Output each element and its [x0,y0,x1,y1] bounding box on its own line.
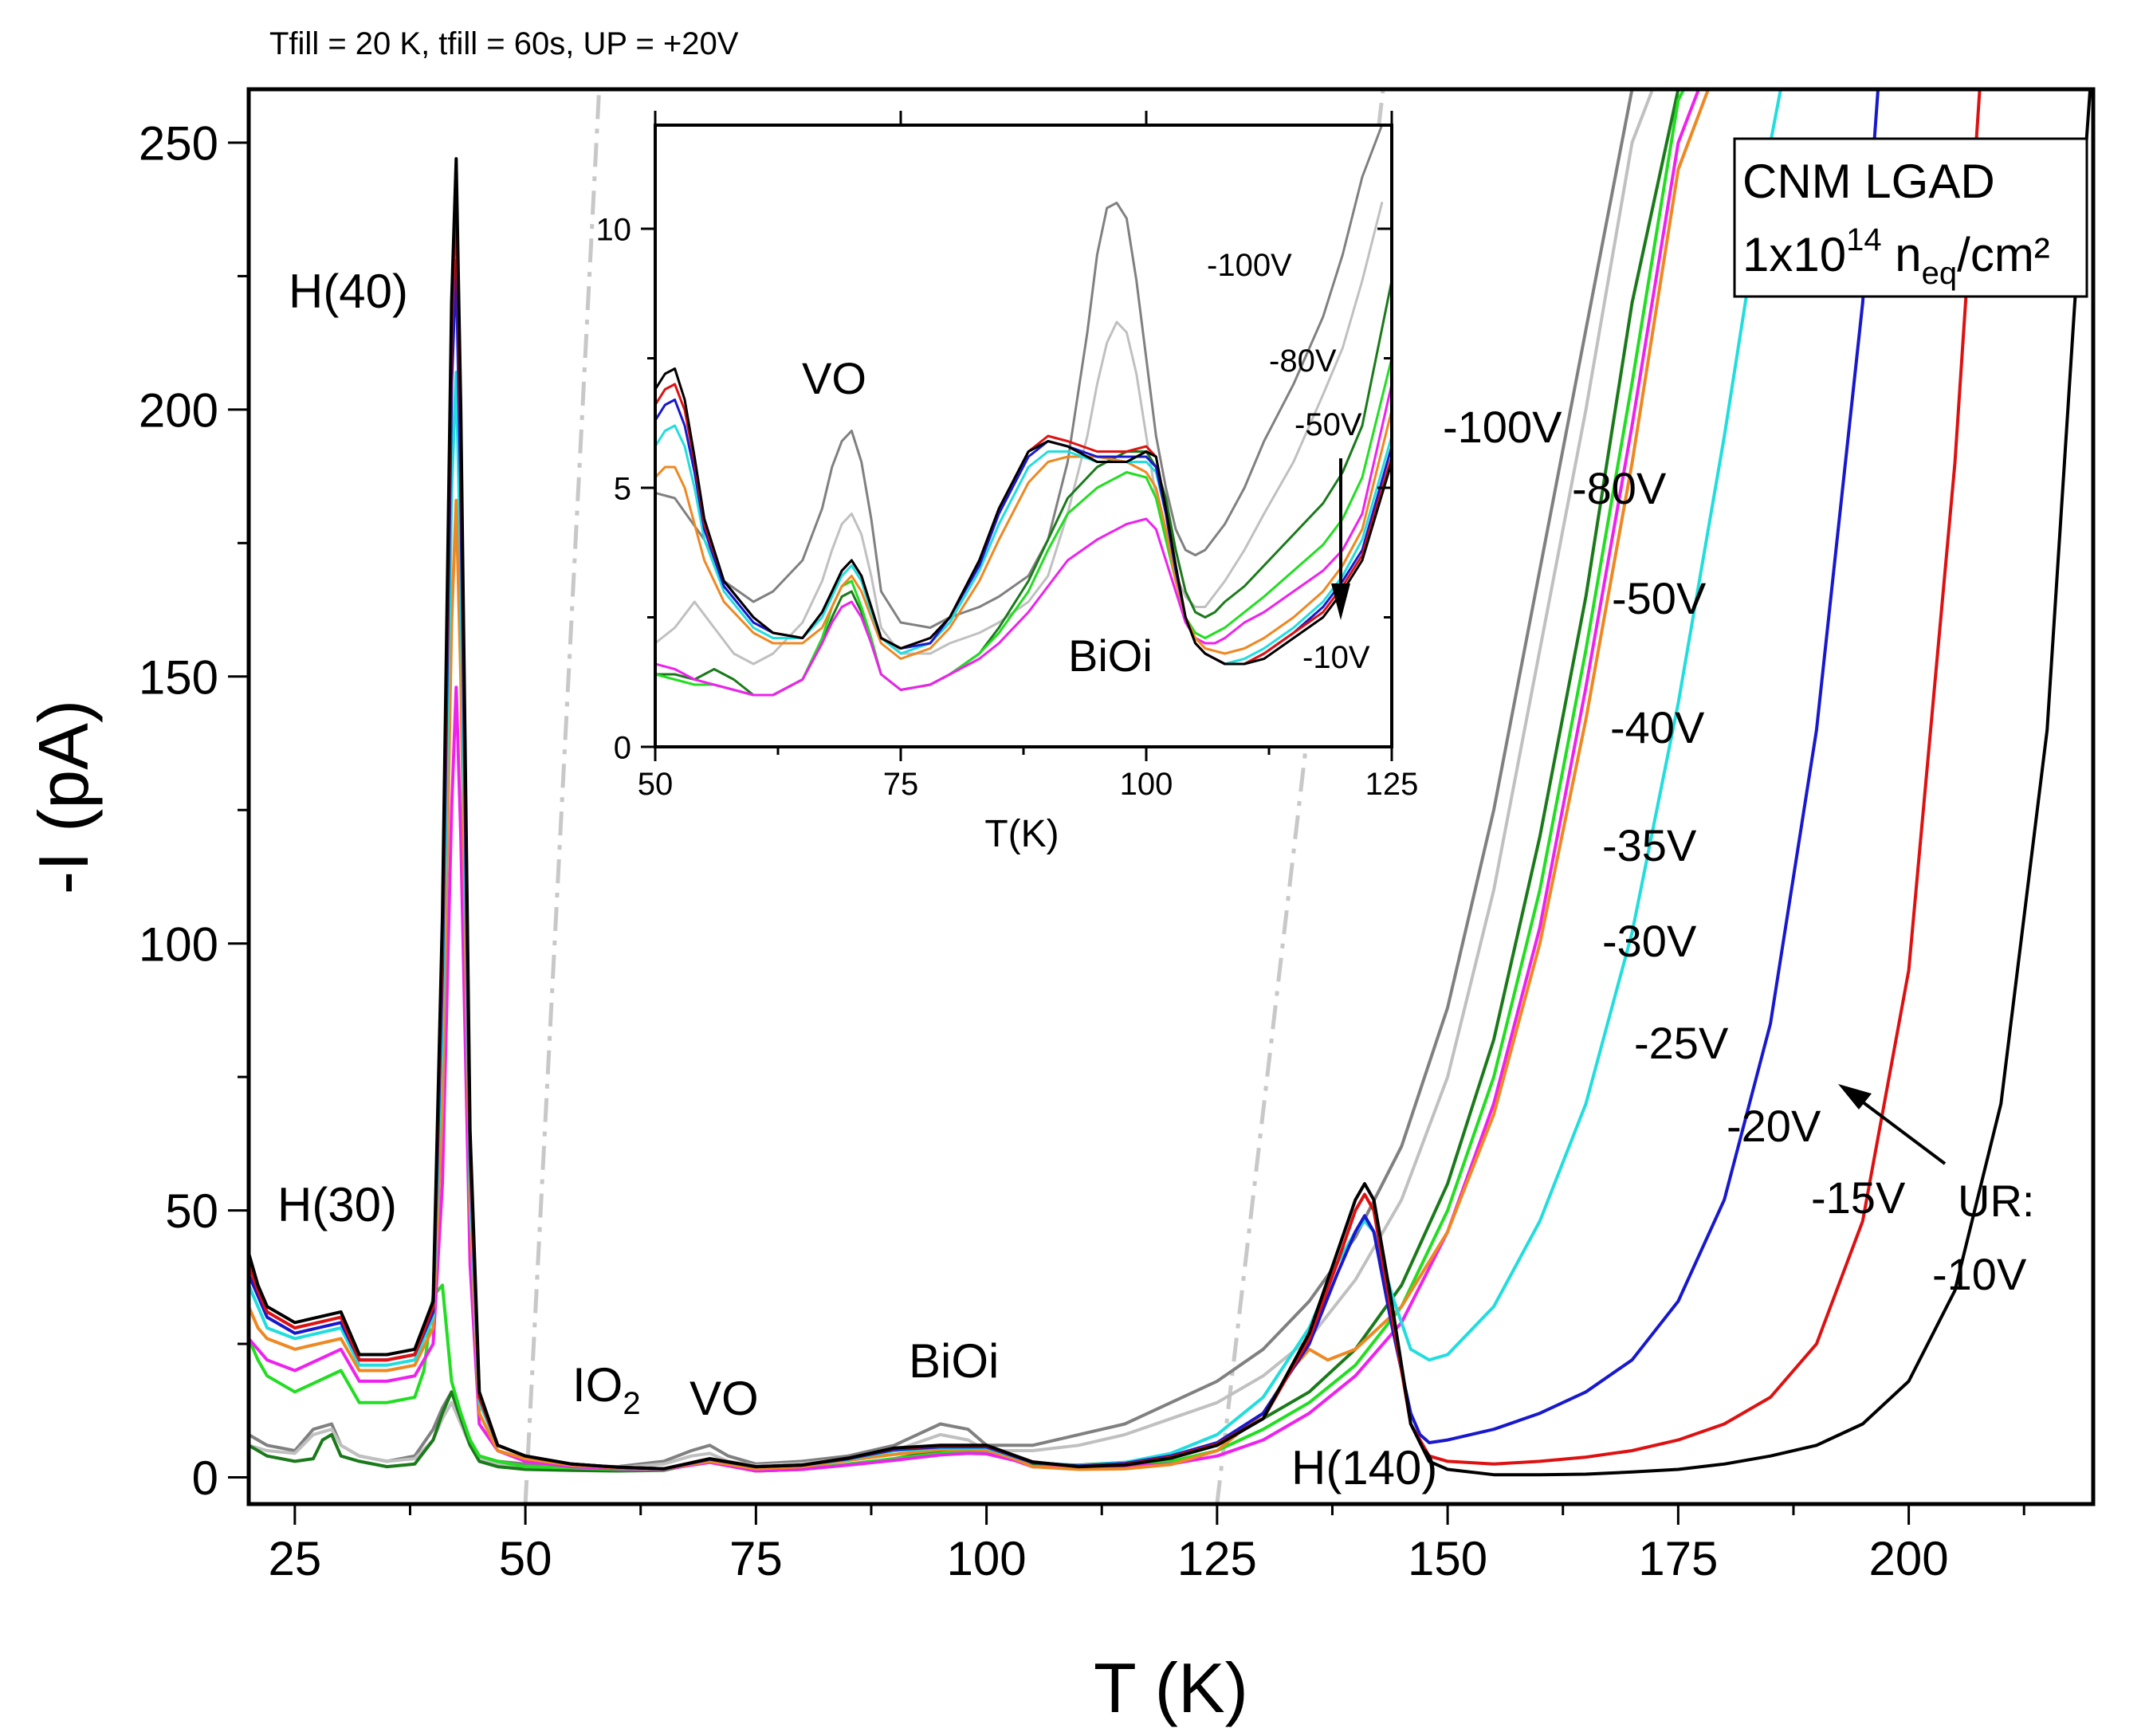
annotation-h30: H(30) [277,1178,397,1231]
main-x-tick-label-150: 150 [1408,1532,1487,1585]
series-label-20v: -20V [1727,1101,1821,1151]
chart-title: Tfill = 20 K, tfill = 60s, UP = +20V [269,26,739,61]
main-series-line-10v [249,89,2092,1477]
ur-arrow-shaft [1848,1090,1947,1165]
ur-arrow [1838,1084,1947,1165]
inset-x-tick-label-50: 50 [638,767,674,802]
inset-axis-ticks: 50 75 100 125 0 5 10 [596,111,1419,802]
annotation-io2-subscript: 2 [623,1386,640,1421]
series-label-100v: -100V [1443,402,1562,452]
annotation-io2: IO2 [572,1358,641,1421]
inset-series-line-100v [655,125,1384,629]
series-labels: -100V -80V -50V -40V -35V -30V -25V -20V… [1443,402,2034,1299]
main-y-axis-label: -I (pA) [24,700,103,894]
series-label-15v: -15V [1811,1172,1906,1223]
inset-y-tick-label-10: 10 [596,212,632,247]
annotation-bioi: BiOi [909,1334,999,1388]
main-y-tick-label-150: 150 [139,650,218,704]
inset-y-tick-label-5: 5 [614,471,631,506]
annotation-h40: H(40) [289,265,408,318]
main-x-tick-label-200: 200 [1869,1532,1949,1585]
series-label-30v: -30V [1602,916,1697,966]
annotation-h140: H(140) [1291,1441,1437,1494]
inset-y-tick-label-0: 0 [614,730,631,765]
main-x-tick-label-175: 175 [1638,1532,1718,1585]
inset-series-line-10v [655,367,1392,666]
legend-box: CNM LGAD 1x1014 neq/cm² [1733,137,2088,298]
legend-line-device: CNM LGAD [1742,155,1995,208]
annotation-io2-base: IO [572,1358,623,1412]
legend-fluence-n: n [1882,228,1922,281]
legend-fluence-sup: 14 [1846,222,1882,257]
inset-background [655,125,1392,747]
inset-series-label-50v: -50V [1295,407,1362,442]
inset-series-line-80v [655,202,1384,666]
inset-x-axis-label: T(K) [984,813,1059,855]
inset-x-tick-label-100: 100 [1120,767,1173,802]
inset-voltage-arrow-head [1331,583,1350,620]
main-y-tick-label-200: 200 [139,383,218,437]
inset-series-line-35v [655,383,1392,697]
legend-fluence-base: 1x10 [1742,228,1846,281]
inset-annotation-bioi: BiOi [1068,630,1153,681]
legend-fluence-unit: /cm² [1957,228,2050,281]
annotation-ur-10v: -10V [1932,1249,2027,1299]
annotation-vo: VO [689,1372,759,1425]
main-y-tick-label-50: 50 [165,1184,218,1238]
series-label-40v: -40V [1610,702,1705,752]
legend-line-fluence: 1x1014 neq/cm² [1742,222,2050,291]
legend-fluence-sub: eq [1922,256,1958,291]
annotation-ur-label: UR: [1958,1176,2034,1226]
main-x-tick-label-25: 25 [268,1532,321,1585]
main-x-tick-label-125: 125 [1177,1532,1257,1585]
series-label-25v: -25V [1634,1018,1729,1068]
main-guide-line-1 [523,89,602,1504]
series-label-35v: -35V [1602,820,1697,870]
main-x-axis-label: T (K) [1094,1648,1248,1727]
inset-x-tick-label-125: 125 [1365,767,1419,802]
series-label-50v: -50V [1612,573,1707,623]
main-series-group [249,89,2092,1477]
main-plot-frame [246,87,2096,1506]
inset-series-label-10v: -10V [1302,640,1370,675]
inset-series-line-30v [655,409,1392,660]
series-label-80v: -80V [1572,463,1667,513]
inset-series-group [655,125,1392,697]
main-y-tick-label-250: 250 [139,117,218,171]
main-x-tick-label-100: 100 [947,1532,1027,1585]
inset-plot: 50 75 100 125 0 5 10 T(K) VO BiOi -100V -80V -… [596,111,1419,855]
ur-arrow-head [1838,1084,1872,1110]
inset-voltage-arrow [1331,458,1350,620]
main-y-tick-label-100: 100 [139,917,218,971]
main-series-line-35v [249,89,1701,1473]
main-x-tick-label-50: 50 [499,1532,552,1585]
legend-box-frame [1733,137,2088,298]
inset-x-tick-label-75: 75 [883,767,919,802]
main-x-tick-label-75: 75 [729,1532,783,1585]
inset-series-label-80v: -80V [1269,344,1337,379]
inset-series-label-100v: -100V [1207,248,1292,283]
main-y-tick-label-0: 0 [192,1451,218,1505]
inset-annotation-vo: VO [802,353,866,403]
